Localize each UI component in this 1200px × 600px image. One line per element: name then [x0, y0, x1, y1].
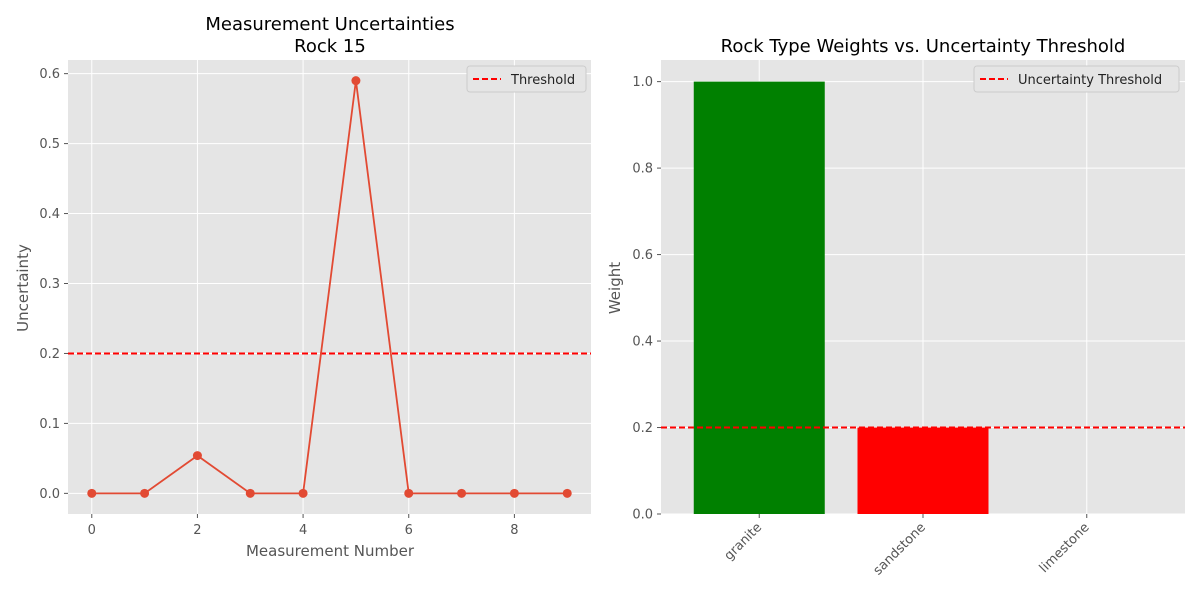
- left-y-tick-label-6: 0.6: [39, 67, 60, 82]
- left-chart-title-line1: Measurement Uncertainties: [205, 14, 454, 35]
- right-x-tick-label-granite: granite: [722, 520, 765, 563]
- left-legend: Threshold: [466, 65, 587, 93]
- left-data-point-1: [140, 488, 150, 498]
- left-y-tick-label-3: 0.3: [39, 277, 60, 292]
- left-y-tick-label-4: 0.4: [39, 207, 60, 222]
- bar-sandstone: [857, 427, 989, 514]
- left-x-ticks: 0 2 4 6 8: [88, 514, 519, 538]
- left-data-point-6: [404, 488, 414, 498]
- left-x-tick-label-2: 4: [299, 523, 307, 538]
- left-data-point-9: [562, 488, 572, 498]
- right-y-tick-label-4: 0.8: [632, 162, 653, 177]
- left-y-tick-label-0: 0.0: [39, 487, 60, 502]
- left-data-point-0: [87, 488, 97, 498]
- left-data-point-4: [298, 488, 308, 498]
- left-y-ticks: 0.0 0.1 0.2 0.3 0.4 0.5 0.6: [39, 67, 68, 502]
- left-data-point-2: [192, 451, 202, 461]
- right-y-ticks: 0.0 0.2 0.4 0.6 0.8 1.0: [632, 75, 661, 523]
- right-y-tick-label-3: 0.6: [632, 248, 653, 263]
- left-data-point-5: [351, 76, 361, 86]
- left-x-tick-label-1: 2: [193, 523, 201, 538]
- left-y-tick-label-5: 0.5: [39, 137, 60, 152]
- right-legend: Uncertainty Threshold: [973, 65, 1180, 93]
- right-x-ticks: granite sandstone limestone: [722, 514, 1093, 578]
- left-grid: [68, 60, 591, 514]
- left-data-point-8: [509, 488, 519, 498]
- left-x-tick-label-3: 6: [405, 523, 413, 538]
- right-y-tick-label-5: 1.0: [632, 75, 653, 90]
- left-x-tick-label-0: 0: [88, 523, 96, 538]
- left-chart-title-line2: Rock 15: [294, 36, 366, 57]
- right-legend-box: [973, 65, 1180, 93]
- right-y-tick-label-1: 0.2: [632, 421, 653, 436]
- left-data-point-3: [245, 488, 255, 498]
- left-x-axis-label: Measurement Number: [246, 542, 415, 560]
- left-series: [87, 76, 572, 498]
- right-y-axis-label: Weight: [606, 262, 624, 314]
- left-legend-box: [466, 65, 587, 93]
- right-chart-title: Rock Type Weights vs. Uncertainty Thresh…: [721, 36, 1126, 57]
- left-x-tick-label-4: 8: [510, 523, 518, 538]
- left-series-line: [91, 80, 568, 495]
- left-y-tick-label-2: 0.2: [39, 347, 60, 362]
- right-chart: granite sandstone limestone 0.00.20.40.60.…: [606, 36, 1185, 578]
- left-y-tick-label-1: 0.1: [39, 417, 60, 432]
- right-y-tick-label-0: 0.0: [632, 508, 653, 523]
- right-bars: [693, 81, 989, 514]
- bar-granite: [693, 81, 825, 514]
- right-y-tick-label-2: 0.4: [632, 335, 653, 350]
- left-legend-threshold-label: Threshold: [510, 73, 575, 88]
- right-legend-threshold-label: Uncertainty Threshold: [1018, 73, 1162, 88]
- right-x-tick-label-limestone: limestone: [1037, 520, 1093, 576]
- left-y-axis-label: Uncertainty: [14, 244, 32, 332]
- left-data-point-7: [457, 488, 467, 498]
- left-chart: 0 2 4 6 8 0.0 0.1 0.2 0.3 0.4 0.5 0.6 Measurement …: [14, 14, 591, 560]
- right-x-tick-label-sandstone: sandstone: [871, 520, 929, 578]
